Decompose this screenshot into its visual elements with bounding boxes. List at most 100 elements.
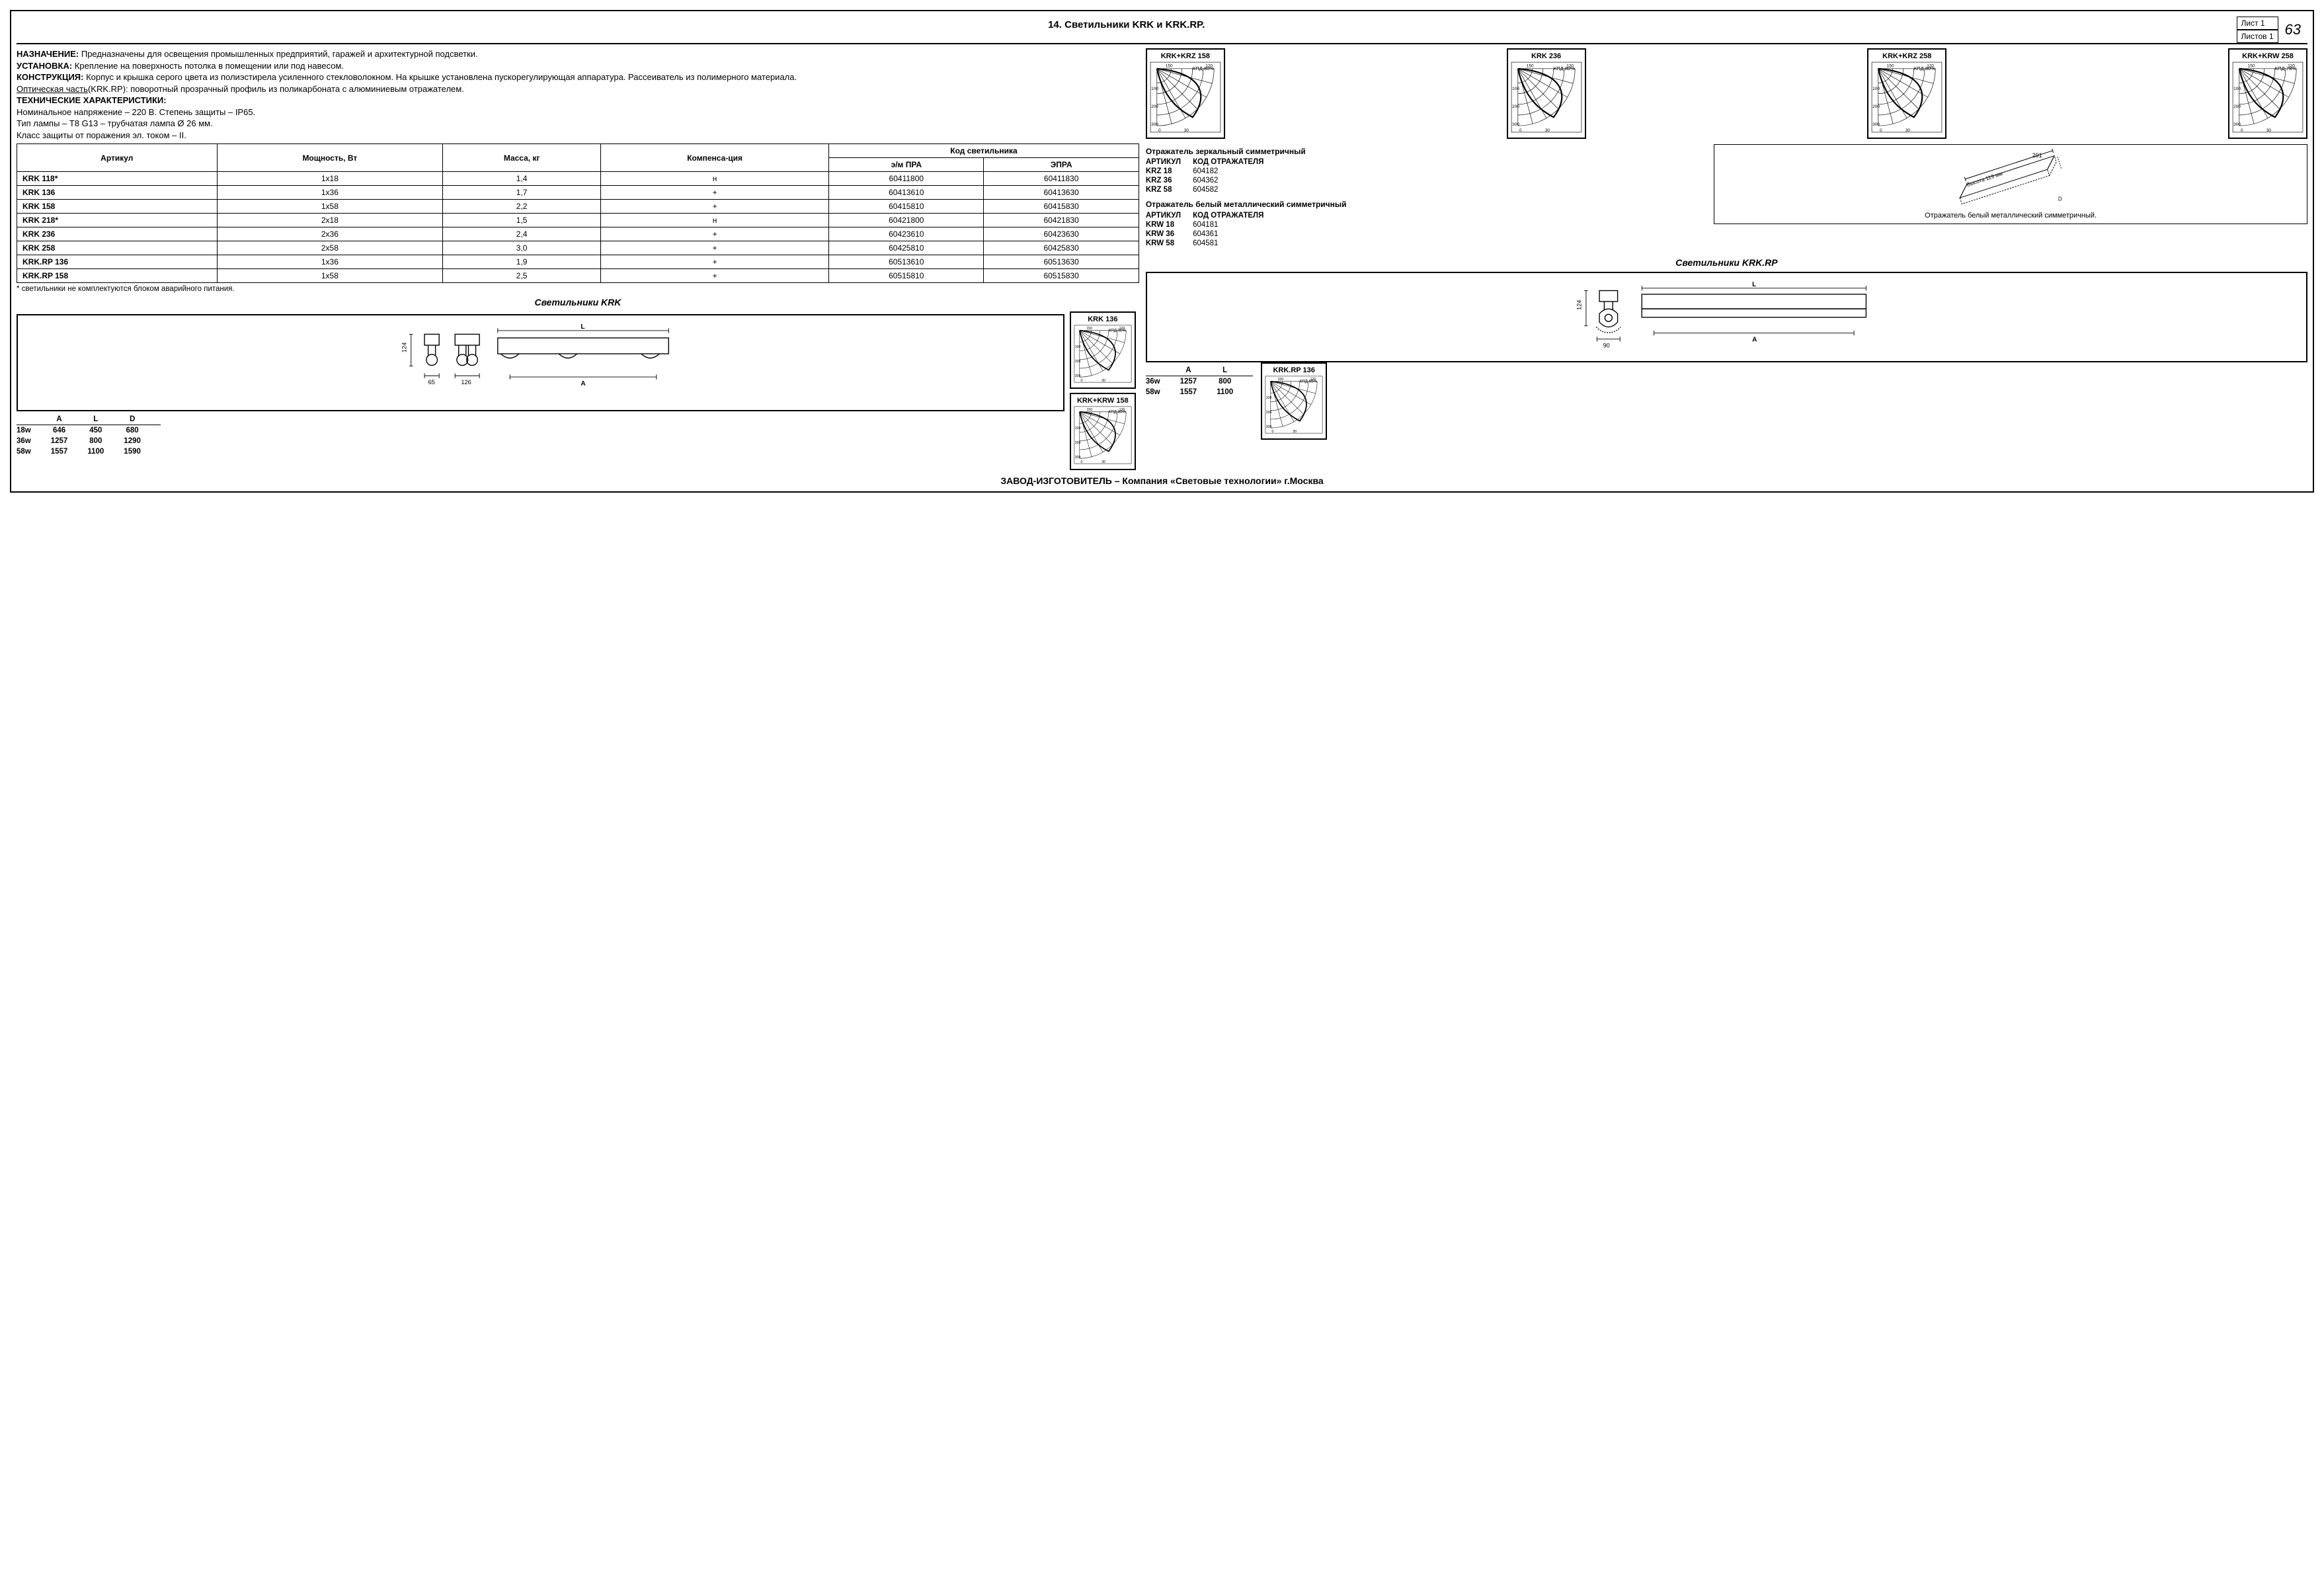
spec-row: KRK 2362х362,4+6042361060423630 <box>17 227 1139 241</box>
svg-text:200: 200 <box>1872 104 1880 109</box>
svg-text:0: 0 <box>1080 380 1082 384</box>
reflector-caption: Отражатель белый металлический симметрич… <box>1718 212 2303 220</box>
dim-row: 58w15571100 <box>1146 387 1253 397</box>
reflector-svg: 291 Высота 119 мм D <box>1718 149 2303 208</box>
refl-row: KRW 18604181 <box>1146 220 1276 229</box>
left-column: НАЗНАЧЕНИЕ: Предназначены для освещения … <box>17 48 1139 470</box>
svg-text:30: 30 <box>1102 380 1105 384</box>
svg-text:L: L <box>581 324 584 331</box>
svg-text:0: 0 <box>1519 128 1522 133</box>
rp-photo-holder: KRK.RP 136 КПД 65% 100 200 300 0 30 150 … <box>1261 362 1327 440</box>
svg-text:120: 120 <box>1119 408 1125 412</box>
svg-text:90: 90 <box>1603 342 1609 348</box>
krk-dims: A L D 18w64645068036w1257800129058w15571… <box>17 414 161 457</box>
svg-text:0: 0 <box>2241 128 2243 133</box>
svg-text:200: 200 <box>2233 104 2241 109</box>
l2b: УСТАНОВКА: <box>17 61 72 71</box>
svg-text:150: 150 <box>1526 64 1533 69</box>
spec-row: KRK 2582х583,0+6042581060425830 <box>17 241 1139 255</box>
rm-ha: АРТИКУЛ <box>1146 157 1193 167</box>
dh-d: D <box>124 414 161 425</box>
svg-text:124: 124 <box>1576 300 1582 309</box>
photometric-chart: KRK+KRZ 158 КПД 80% 100 200 300 0 30 150… <box>1146 48 1225 139</box>
svg-text:120: 120 <box>1205 64 1213 69</box>
svg-text:120: 120 <box>1927 64 1935 69</box>
svg-text:300: 300 <box>1075 375 1081 379</box>
rp-title: Светильники KRK.RP <box>1146 257 2307 268</box>
refl-mirror-table: АРТИКУЛ КОД ОТРАЖАТЕЛЯ KRZ 18604182KRZ 3… <box>1146 157 1276 194</box>
svg-text:120: 120 <box>1119 327 1125 331</box>
svg-text:100: 100 <box>1872 87 1880 91</box>
svg-text:200: 200 <box>1266 411 1272 415</box>
photometric-chart: KRK 236 КПД 80% 100 200 300 0 30 150 120 <box>1507 48 1586 139</box>
svg-text:100: 100 <box>1151 87 1158 91</box>
svg-text:150: 150 <box>2248 64 2255 69</box>
rw-hk: КОД ОТРАЖАТЕЛЯ <box>1193 211 1275 220</box>
page-number: 63 <box>2278 21 2307 38</box>
dh-l: L <box>87 414 124 425</box>
svg-text:200: 200 <box>1075 442 1081 446</box>
svg-text:200: 200 <box>1151 104 1158 109</box>
l4: (KRK.RP): поворотный прозрачный профиль … <box>88 84 464 94</box>
page-title: 14. Светильники KRK и KRK.RP. <box>17 17 2237 33</box>
l7: Тип лампы – T8 G13 – трубчатая лампа Ø 2… <box>17 118 213 128</box>
th-k: Код светильника <box>829 144 1139 158</box>
page-frame: 14. Светильники KRK и KRK.RP. Лист 1 Лис… <box>10 10 2314 493</box>
svg-text:300: 300 <box>1512 122 1519 127</box>
spec-table: Артикул Мощность, Вт Масса, кг Компенса-… <box>17 143 1139 283</box>
photometric-chart: KRK+KRZ 258 КПД 80% 100 200 300 0 30 150… <box>1867 48 1946 139</box>
photometric-row: KRK+KRZ 158 КПД 80% 100 200 300 0 30 150… <box>1146 48 2307 139</box>
dh-a: A <box>51 414 88 425</box>
svg-text:150: 150 <box>1086 408 1092 412</box>
rm-hk: КОД ОТРАЖАТЕЛЯ <box>1193 157 1275 167</box>
svg-text:124: 124 <box>401 343 407 352</box>
l3b: КОНСТРУКЦИЯ: <box>17 72 83 82</box>
krk-lower: 124 65 126 L A A L D <box>17 311 1139 470</box>
th-k2: ЭПРА <box>984 158 1139 172</box>
spec-row: KRK 118*1х181,4н6041180060411830 <box>17 172 1139 186</box>
l8: Класс защиты от поражения эл. током – II… <box>17 130 186 140</box>
svg-text:65: 65 <box>428 380 435 386</box>
refl-row: KRW 36604361 <box>1146 229 1276 239</box>
photometric-chart: KRK+KRW 158 КПД 80% 100 200 300 0 30 150… <box>1070 393 1136 470</box>
refl-mirror-title: Отражатель зеркальный симметричный <box>1146 147 1703 156</box>
l3: Корпус и крышка серого цвета из полиэсти… <box>83 72 797 82</box>
rdh-w <box>1146 365 1180 376</box>
svg-text:100: 100 <box>1266 396 1272 400</box>
refl-white-table: АРТИКУЛ КОД ОТРАЖАТЕЛЯ KRW 18604181KRW 3… <box>1146 211 1276 248</box>
th-c: Компенса-ция <box>601 144 829 172</box>
svg-text:150: 150 <box>1887 64 1894 69</box>
svg-text:30: 30 <box>1102 461 1105 465</box>
svg-text:L: L <box>1752 281 1756 288</box>
th-w: Мощность, Вт <box>217 144 443 172</box>
dim-row: 18w646450680 <box>17 425 161 436</box>
svg-text:30: 30 <box>1184 128 1189 133</box>
svg-text:100: 100 <box>1512 87 1519 91</box>
spec-row: KRK 1581х582,2+6041581060415830 <box>17 200 1139 214</box>
th-m: Масса, кг <box>443 144 601 172</box>
dim-row: 58w155711001590 <box>17 446 161 457</box>
spec-row: KRK.RP 1361х361,9+6051361060513630 <box>17 255 1139 269</box>
body-columns: НАЗНАЧЕНИЕ: Предназначены для освещения … <box>17 48 2307 470</box>
photometric-chart: KRK 136 КПД 90% 100 200 300 0 30 150 120 <box>1070 311 1136 389</box>
svg-text:30: 30 <box>1905 128 1911 133</box>
dim-row: 36w12578001290 <box>17 436 161 446</box>
svg-text:0: 0 <box>1158 128 1161 133</box>
photometric-chart: KRK+KRW 258 КПД 78% 100 200 300 0 30 150… <box>2228 48 2307 139</box>
spec-row: KRK 1361х361,7+6041361060413630 <box>17 186 1139 200</box>
l1b: НАЗНАЧЕНИЕ: <box>17 49 79 59</box>
svg-text:300: 300 <box>1872 122 1880 127</box>
sheet-box: Лист 1 Листов 1 <box>2237 17 2278 43</box>
svg-text:300: 300 <box>1266 425 1272 429</box>
rdh-a: A <box>1180 365 1217 376</box>
spec-note: * светильники не комплектуются блоком ав… <box>17 285 1139 293</box>
sheet-top: Лист 1 <box>2237 17 2278 30</box>
svg-text:300: 300 <box>1151 122 1158 127</box>
svg-text:0: 0 <box>1272 430 1274 434</box>
svg-text:150: 150 <box>1278 378 1284 382</box>
rw-ha: АРТИКУЛ <box>1146 211 1193 220</box>
svg-text:120: 120 <box>2288 64 2295 69</box>
refl-row: KRZ 58604582 <box>1146 185 1276 194</box>
photometric-chart: KRK.RP 136 КПД 65% 100 200 300 0 30 150 … <box>1261 362 1327 440</box>
svg-text:100: 100 <box>1075 427 1081 431</box>
